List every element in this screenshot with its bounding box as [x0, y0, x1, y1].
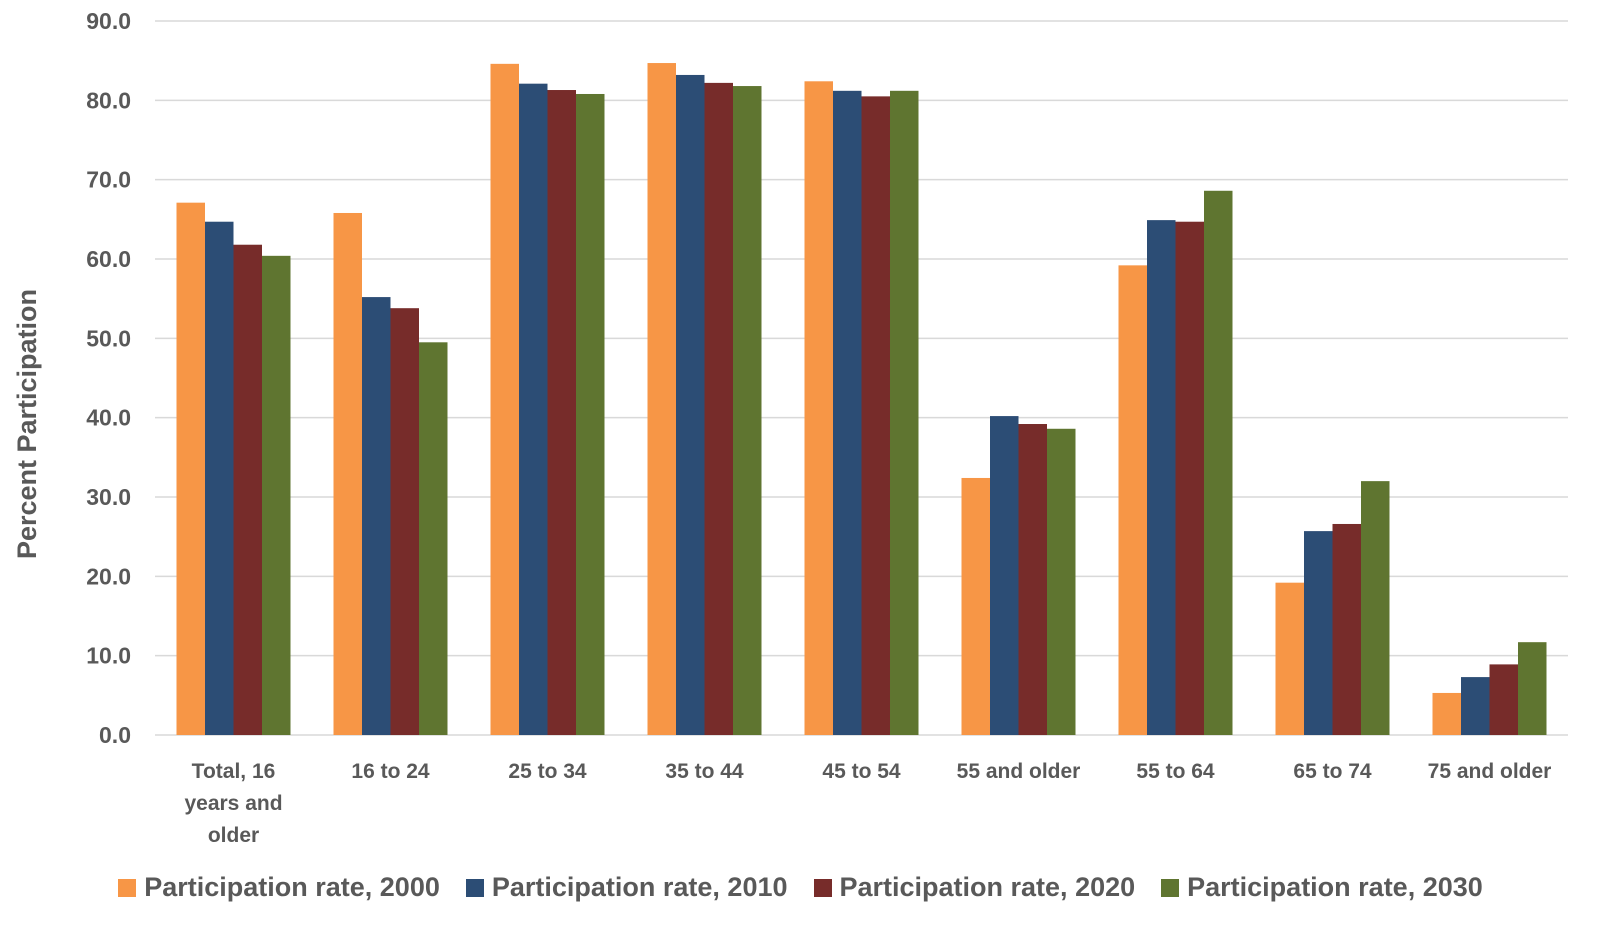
bar: [1275, 582, 1304, 735]
legend-label: Participation rate, 2020: [839, 872, 1136, 902]
bar: [1461, 677, 1490, 735]
bar: [576, 93, 605, 735]
bar: [1518, 642, 1547, 735]
bar: [961, 477, 990, 735]
bar: [1361, 481, 1390, 735]
bar: [1175, 221, 1204, 736]
bar: [362, 297, 391, 735]
bar: [490, 63, 519, 735]
bar: [262, 255, 291, 735]
bar: [205, 221, 234, 736]
bar: [519, 83, 548, 735]
legend-label: Participation rate, 2010: [491, 872, 788, 902]
legend-label: Participation rate, 2030: [1187, 872, 1483, 902]
bar: [333, 212, 362, 735]
legend-item: Participation rate, 2030: [1161, 872, 1483, 903]
bar: [1018, 424, 1047, 735]
bar: [647, 63, 676, 735]
bar: [861, 96, 890, 735]
bar: [1489, 664, 1518, 735]
bar: [1118, 265, 1147, 735]
bar: [1304, 531, 1333, 735]
legend-swatch: [118, 878, 137, 897]
bar: [804, 81, 833, 735]
bar: [890, 90, 919, 735]
legend-swatch: [465, 878, 484, 897]
x-tick-label: Total, 16 years and older: [184, 760, 283, 847]
bar: [990, 416, 1019, 735]
x-tick-label: 55 to 64: [1136, 760, 1215, 783]
y-tick-label: 0.0: [99, 722, 131, 748]
y-tick-label: 90.0: [86, 8, 131, 34]
legend-swatch: [813, 878, 832, 897]
legend-item: Participation rate, 2010: [465, 872, 788, 903]
bar: [547, 90, 576, 735]
bar: [733, 86, 762, 735]
y-tick-label: 80.0: [86, 87, 131, 113]
x-tick-label: 75 and older: [1427, 760, 1552, 783]
bar: [676, 74, 705, 736]
bar: [176, 202, 205, 735]
bar: [1047, 428, 1076, 735]
y-tick-label: 20.0: [86, 563, 131, 589]
bar: [1332, 523, 1361, 735]
x-tick-label: 16 to 24: [351, 760, 430, 783]
y-tick-label: 40.0: [86, 405, 131, 431]
legend-item: Participation rate, 2020: [813, 872, 1136, 903]
y-tick-label: 30.0: [86, 484, 131, 510]
bar: [1147, 220, 1176, 736]
x-tick-label: 25 to 34: [508, 760, 587, 783]
bar: [704, 82, 733, 735]
legend-label: Participation rate, 2000: [144, 872, 440, 902]
legend-item: Participation rate, 2000: [118, 872, 440, 903]
y-tick-label: 60.0: [86, 246, 131, 272]
bar: [419, 342, 448, 735]
x-tick-label: 55 and older: [956, 760, 1081, 783]
legend-swatch: [1161, 878, 1180, 897]
x-tick-label: 45 to 54: [822, 760, 901, 783]
bar: [1204, 190, 1233, 736]
bar: [233, 244, 262, 735]
x-tick-label: 35 to 44: [665, 760, 744, 783]
y-axis-label: Percent Participation: [12, 289, 42, 559]
y-tick-label: 70.0: [86, 167, 131, 193]
x-tick-label: 65 to 74: [1293, 760, 1372, 783]
legend: Participation rate, 2000 Participation ra…: [0, 872, 1601, 903]
bar: [1432, 692, 1461, 735]
bar: [390, 308, 419, 735]
y-tick-label: 50.0: [86, 325, 131, 351]
bar: [833, 90, 862, 735]
y-tick-label: 10.0: [86, 643, 131, 669]
